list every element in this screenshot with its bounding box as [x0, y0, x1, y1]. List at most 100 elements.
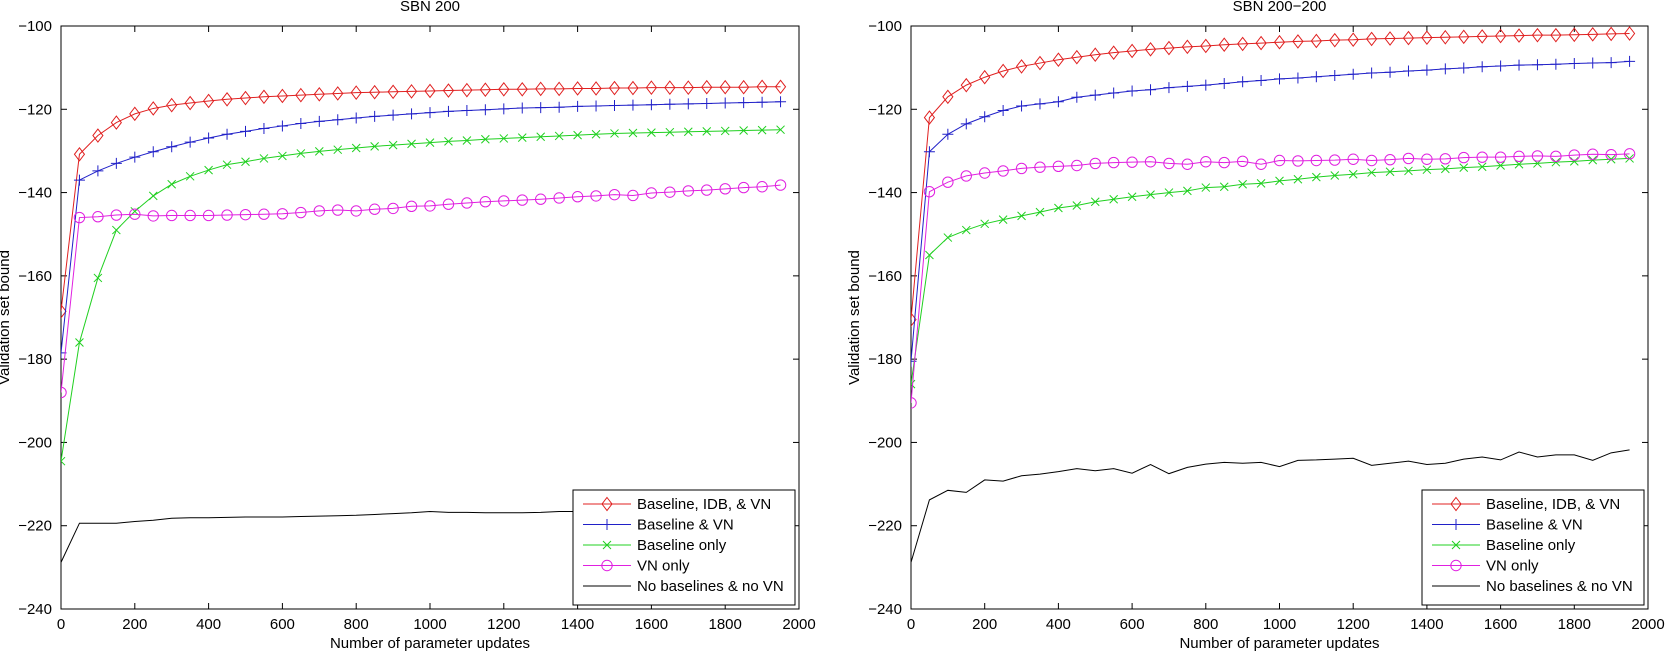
data-point: [110, 157, 122, 169]
data-point: [1495, 60, 1507, 72]
data-point: [1514, 159, 1524, 169]
data-point: [350, 112, 362, 124]
data-point: [332, 86, 344, 101]
data-point: [553, 101, 565, 113]
data-point: [425, 138, 435, 147]
data-point: [1459, 163, 1469, 172]
data-point: [774, 79, 787, 95]
data-point: [1054, 203, 1063, 213]
data-point: [979, 111, 991, 123]
data-point: [1310, 33, 1322, 49]
data-point: [276, 208, 289, 220]
data-point: [1605, 148, 1617, 161]
data-point: [756, 181, 768, 193]
data-point: [147, 101, 159, 116]
data-point: [1163, 157, 1175, 170]
data-point: [221, 209, 233, 221]
data-point: [1329, 154, 1341, 166]
data-point: [424, 83, 436, 99]
legend-item: VN only: [583, 558, 690, 575]
data-point: [444, 136, 453, 146]
data-point: [1366, 67, 1378, 79]
data-point: [1440, 164, 1450, 174]
data-point: [1238, 179, 1248, 189]
data-point: [647, 128, 656, 137]
series-line: [911, 449, 1630, 563]
data-point: [1623, 148, 1636, 160]
data-point: [184, 136, 196, 148]
data-point: [1605, 26, 1617, 42]
data-point: [406, 108, 418, 120]
data-point: [1200, 79, 1212, 91]
data-point: [608, 188, 621, 201]
data-point: [1126, 156, 1138, 168]
legend-label: Baseline & VN: [637, 517, 734, 534]
y-tick-label: −220: [868, 518, 902, 535]
data-point: [701, 79, 713, 95]
legend-label: Baseline only: [637, 537, 727, 554]
data-point: [1348, 169, 1358, 179]
data-point: [1329, 70, 1341, 82]
data-point: [203, 132, 215, 144]
chart-title: SBN 200−200: [1233, 0, 1327, 15]
data-point: [923, 186, 936, 198]
data-point: [683, 127, 693, 137]
data-point: [1292, 34, 1304, 49]
data-point: [925, 250, 934, 260]
x-tick-label: 800: [1193, 616, 1218, 633]
data-point: [1200, 156, 1212, 168]
data-point: [1181, 158, 1194, 170]
legend-item: No baselines & no VN: [583, 578, 784, 595]
x-tick-label: 600: [270, 616, 295, 633]
x-tick-label: 400: [196, 616, 221, 633]
legend-item: Baseline, IDB, & VN: [1432, 496, 1620, 513]
series-line: [61, 129, 781, 462]
data-point: [980, 219, 990, 229]
data-point: [1292, 72, 1304, 84]
series-no-baselines-no-vn: [911, 449, 1630, 563]
data-point: [1513, 28, 1525, 43]
data-point: [960, 170, 972, 182]
series-line: [61, 86, 781, 312]
data-point: [1587, 148, 1599, 160]
data-point: [461, 105, 473, 117]
legend: Baseline, IDB, & VN Baseline & VN Baseline…: [572, 489, 796, 606]
data-point: [313, 205, 325, 217]
data-point: [314, 146, 324, 156]
data-point: [1034, 55, 1046, 71]
data-point: [388, 140, 398, 150]
data-point: [911, 379, 916, 389]
y-tick-label: −140: [18, 185, 52, 202]
data-point: [979, 167, 991, 179]
data-point: [627, 99, 639, 111]
data-point: [350, 85, 362, 100]
data-point: [239, 90, 252, 106]
data-point: [350, 205, 362, 217]
data-point: [258, 122, 270, 134]
series-line: [911, 157, 1630, 385]
y-tick-label: −160: [868, 268, 902, 285]
data-point: [554, 131, 564, 141]
legend-label: VN only: [1486, 558, 1539, 575]
data-point: [1513, 150, 1525, 163]
data-point: [1146, 190, 1155, 200]
series-baseline-only: [61, 125, 785, 466]
x-tick-label: 200: [972, 616, 997, 633]
data-point: [1385, 167, 1395, 177]
data-point: [498, 103, 510, 115]
data-point: [1034, 161, 1046, 173]
data-point: [129, 106, 141, 122]
y-tick-label: −120: [18, 101, 52, 118]
data-point: [204, 165, 213, 175]
data-point: [1513, 59, 1525, 71]
data-point: [535, 193, 547, 205]
data-point: [1384, 31, 1396, 46]
y-tick-label: −200: [18, 434, 52, 451]
data-point: [73, 211, 86, 224]
data-point: [1625, 154, 1634, 163]
data-point: [313, 86, 325, 102]
data-point: [719, 97, 731, 109]
x-axis-label: Number of parameter updates: [330, 635, 530, 651]
data-point: [1017, 211, 1026, 221]
data-point: [370, 141, 380, 151]
